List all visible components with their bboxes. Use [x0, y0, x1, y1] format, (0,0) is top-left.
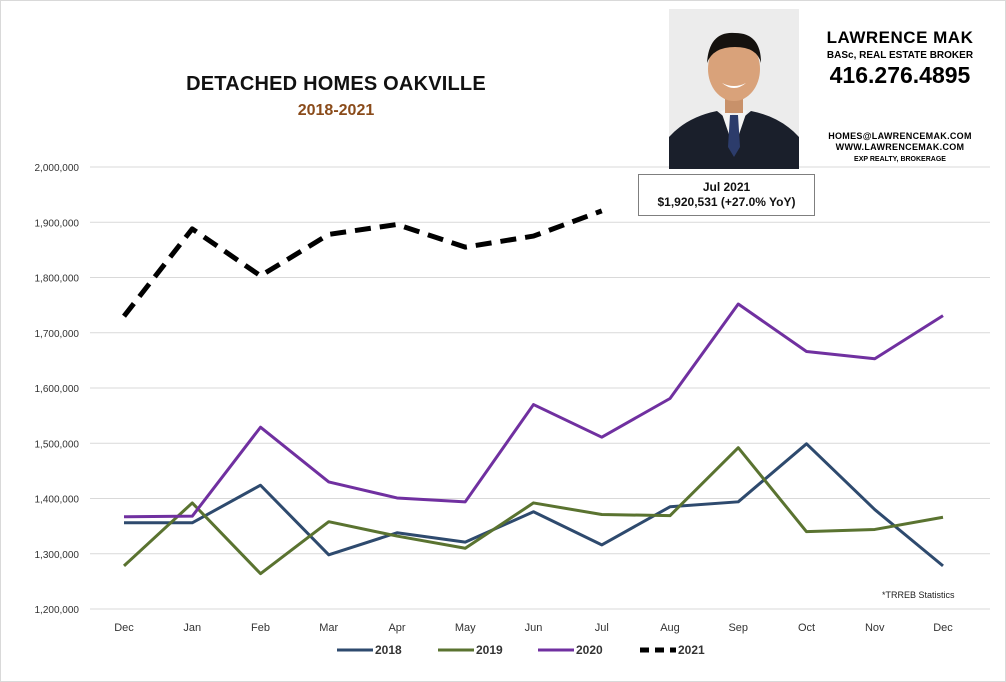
x-tick-label: May: [455, 622, 476, 634]
agent-credentials: BASc, REAL ESTATE BROKER: [826, 50, 974, 61]
x-tick-label: Mar: [319, 622, 338, 634]
x-tick-label: Feb: [251, 622, 270, 634]
x-tick-label: Sep: [728, 622, 748, 634]
series-line-2020: [123, 302, 944, 519]
legend-label-2020: 2020: [576, 643, 603, 657]
y-tick-label: 1,500,000: [35, 439, 80, 450]
y-tick-label: 1,600,000: [35, 384, 80, 395]
legend-label-2021: 2021: [678, 643, 705, 657]
y-tick-label: 1,800,000: [35, 274, 80, 285]
legend-label-2018: 2018: [375, 643, 402, 657]
agent-name: LAWRENCE MAK: [826, 28, 974, 47]
jul-2021-callout: Jul 2021 $1,920,531 (+27.0% YoY): [638, 174, 815, 216]
legend: 2018 2019 2020 2021: [337, 643, 705, 657]
x-tick-label: Nov: [865, 622, 885, 634]
x-tick-label: Jul: [595, 622, 609, 634]
y-axis-ticks: 2,000,000 1,900,000 1,800,000 1,700,000 1,60…: [35, 163, 80, 616]
x-tick-label: Dec: [933, 622, 953, 634]
callout-value: $1,920,531 (+27.0% YoY): [657, 195, 796, 209]
x-tick-label: Oct: [798, 622, 815, 634]
agent-photo: [669, 9, 799, 169]
series-line-2021: [122, 208, 603, 318]
legend-label-2019: 2019: [476, 643, 503, 657]
x-tick-label: Jun: [525, 622, 543, 634]
agent-brokerage: EXP REALTY, BROKERAGE: [854, 156, 946, 163]
agent-email: HOMES@LAWRENCEMAK.COM: [828, 131, 972, 141]
x-tick-label: Jan: [183, 622, 201, 634]
source-note: *TRREB Statistics: [882, 590, 955, 600]
x-axis-ticks: Dec Jan Feb Mar Apr May Jun Jul Aug Sep Oct Nov Dec: [114, 622, 953, 634]
gridlines: [90, 166, 990, 610]
series-line-2018: [124, 442, 944, 568]
x-tick-label: Dec: [114, 622, 134, 634]
y-tick-label: 1,700,000: [35, 329, 80, 340]
agent-phone: 416.276.4895: [829, 62, 971, 88]
series-line-2019: [122, 446, 944, 576]
y-tick-label: 1,400,000: [35, 495, 80, 506]
series-lines: [122, 208, 944, 576]
x-tick-label: Apr: [388, 622, 405, 634]
callout-month: Jul 2021: [702, 180, 751, 194]
x-tick-label: Aug: [660, 622, 680, 634]
y-tick-label: 1,300,000: [35, 550, 80, 561]
y-tick-label: 1,900,000: [35, 218, 80, 229]
agent-website: WWW.LAWRENCEMAK.COM: [835, 142, 965, 152]
y-tick-label: 2,000,000: [35, 163, 80, 174]
y-tick-label: 1,200,000: [35, 605, 80, 616]
chart-subtitle: 2018-2021: [297, 102, 375, 119]
chart-title: DETACHED HOMES OAKVILLE: [186, 73, 486, 95]
